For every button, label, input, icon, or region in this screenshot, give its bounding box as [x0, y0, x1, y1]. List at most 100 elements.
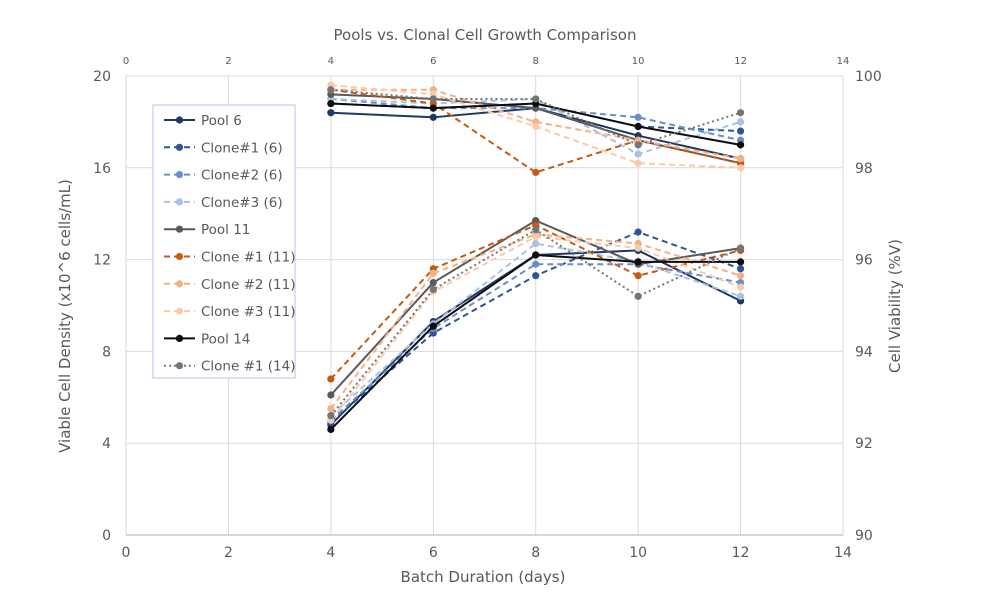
x-tick-label: 8: [531, 545, 540, 561]
vcd-point: [429, 285, 437, 294]
vcd-point: [327, 412, 335, 420]
y-tick-label: 8: [102, 344, 111, 360]
vcd-point: [327, 391, 335, 399]
tick-labels: 0022446688101012121414048121620909294969…: [93, 56, 882, 561]
vcd-point: [532, 272, 540, 280]
x-top-tick-label: 14: [837, 56, 850, 67]
y-tick-label: 20: [93, 69, 111, 85]
vcd-point: [429, 322, 437, 330]
vcd-point: [429, 278, 437, 287]
legend-swatch-marker: [175, 171, 184, 179]
x-top-tick-label: 4: [328, 56, 334, 67]
y-tick-label: 4: [102, 436, 111, 452]
legend-swatch-marker: [175, 362, 184, 370]
viability-point: [532, 95, 540, 103]
series-9: [327, 86, 745, 420]
vcd-line: [330, 233, 741, 410]
y2-tick-label: 98: [855, 161, 873, 177]
x-top-tick-label: 6: [430, 56, 436, 67]
viability-point: [532, 122, 540, 131]
viability-point: [736, 127, 745, 135]
legend-label: Clone #1 (11): [201, 250, 296, 266]
legend-swatch-marker: [175, 116, 184, 124]
vcd-point: [634, 292, 642, 300]
y-tick-label: 12: [93, 253, 111, 269]
viability-point: [736, 118, 745, 126]
vcd-line: [330, 263, 741, 421]
viability-point: [634, 122, 642, 131]
vcd-point: [634, 244, 642, 252]
legend-swatch-marker: [175, 307, 184, 315]
legend-label: Clone #2 (11): [201, 277, 296, 293]
y2-tick-label: 94: [855, 344, 873, 360]
viability-point: [327, 99, 335, 108]
legend-swatch-marker: [175, 334, 184, 342]
vcd-point: [736, 272, 745, 280]
vcd-point: [736, 265, 745, 273]
vcd-point: [634, 272, 642, 280]
vcd-point: [736, 244, 745, 252]
viability-point: [736, 155, 745, 163]
vcd-point: [736, 258, 745, 266]
viability-point: [736, 109, 745, 117]
legend-swatch-marker: [175, 198, 184, 206]
x-axis-title: Batch Duration (days): [401, 568, 566, 586]
vcd-point: [429, 269, 437, 277]
x-tick-label: 10: [629, 545, 647, 561]
legend-label: Clone#3 (6): [201, 195, 283, 211]
vcd-point: [634, 228, 642, 236]
viability-point: [634, 150, 642, 158]
legend-swatch-marker: [175, 143, 184, 151]
vcd-point: [736, 292, 745, 300]
x-top-tick-label: 8: [533, 56, 539, 67]
series-8: [327, 99, 745, 434]
viability-point: [429, 95, 437, 103]
x-top-tick-label: 12: [734, 56, 747, 67]
viability-point: [327, 86, 335, 94]
vcd-point: [327, 405, 335, 413]
vcd-point: [532, 233, 540, 241]
legend-swatch-marker: [175, 252, 184, 261]
vcd-point: [327, 375, 335, 383]
x-tick-label: 0: [122, 545, 131, 561]
legend-label: Clone #1 (14): [201, 359, 296, 375]
y2-tick-label: 96: [855, 253, 873, 269]
vcd-point: [532, 226, 540, 234]
chart-title: Pools vs. Clonal Cell Growth Comparison: [334, 26, 637, 44]
legend: Pool 6 Clone#1 (6) Clone#2 (6) Clone#3 (6) P…: [152, 104, 296, 379]
legend-label: Clone#1 (6): [201, 140, 283, 156]
vcd-point: [532, 239, 540, 248]
y-tick-label: 16: [93, 161, 111, 177]
legend-label: Pool 6: [201, 113, 242, 129]
vcd-point: [634, 258, 642, 266]
x-tick-label: 2: [224, 545, 233, 561]
viability-point: [736, 141, 745, 149]
viability-point: [429, 104, 437, 112]
viability-point: [634, 113, 642, 121]
legend-label: Pool 11: [201, 222, 250, 238]
x-top-tick-label: 10: [632, 56, 645, 67]
vcd-point: [532, 260, 540, 268]
viability-point: [736, 164, 745, 172]
legend-label: Clone #3 (11): [201, 304, 296, 320]
legend-label: Pool 14: [201, 331, 250, 347]
vcd-point: [532, 251, 540, 259]
legend-box: [152, 104, 296, 379]
viability-point: [634, 141, 642, 149]
x-tick-label: 14: [834, 545, 852, 561]
vcd-point: [736, 283, 745, 291]
viability-point: [532, 168, 540, 176]
x-top-tick-label: 2: [225, 56, 231, 67]
vcd-line: [330, 242, 741, 417]
x-tick-label: 6: [429, 545, 438, 561]
series-group: [327, 81, 745, 434]
x-top-tick-label: 0: [123, 56, 129, 67]
x-tick-label: 4: [326, 545, 335, 561]
legend-swatch-marker: [175, 225, 184, 233]
y-tick-label: 0: [102, 528, 111, 544]
vcd-point: [327, 425, 335, 434]
viability-point: [634, 159, 642, 167]
viability-point: [429, 113, 437, 121]
y2-tick-label: 92: [855, 436, 873, 452]
